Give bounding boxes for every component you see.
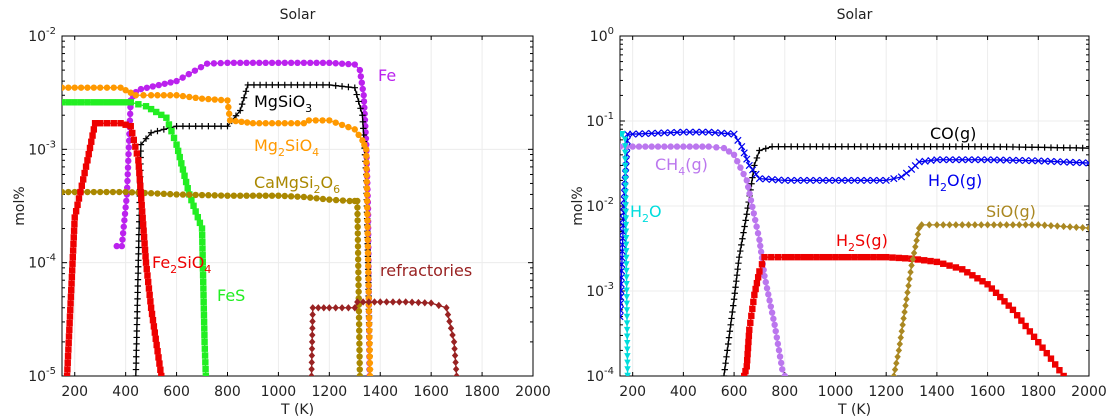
- x-tick-label: 1000: [818, 384, 854, 400]
- series-markers: [62, 99, 210, 376]
- x-tick-label: 1600: [970, 384, 1006, 400]
- x-tick-label: 400: [112, 384, 139, 400]
- axes-frame: [61, 35, 534, 377]
- y-tick-label: 10-2: [28, 26, 56, 45]
- chart-1: 200 400 600 800 1000 1200 1400 1600 1800 2000 10-5…: [12, 7, 551, 418]
- y-axis-label: mol%: [570, 186, 586, 225]
- x-tick-label: 200: [61, 384, 88, 400]
- series-markers: [62, 188, 364, 376]
- series-6: [890, 221, 1089, 376]
- y-tick-label: 10-3: [586, 281, 614, 300]
- y-tick-label: 10-2: [586, 196, 614, 215]
- series-4: [620, 130, 631, 376]
- chart-title: Solar: [280, 7, 316, 23]
- x-tick-label: 1600: [413, 384, 449, 400]
- series-line: [893, 224, 1089, 376]
- x-tick-label: 200: [619, 384, 646, 400]
- x-tick-label: 1200: [868, 384, 904, 400]
- series-label: FeS: [217, 286, 245, 305]
- series-line: [62, 191, 361, 376]
- series-1: [720, 143, 1089, 376]
- series-line: [62, 87, 371, 376]
- series-markers: [308, 298, 460, 376]
- x-tick-label: 1800: [464, 384, 500, 400]
- series-label: CO(g): [930, 124, 976, 143]
- series-5: [62, 188, 364, 376]
- series-label: Fe2SiO4: [152, 253, 211, 276]
- series-markers: [741, 253, 1067, 376]
- series-6: [63, 120, 165, 376]
- x-tick-label: 800: [214, 384, 241, 400]
- series-line: [310, 301, 458, 376]
- x-tick-label: 800: [771, 384, 798, 400]
- series-label: Mg2SiO4: [254, 136, 319, 159]
- x-tick-label: 600: [163, 384, 190, 400]
- chart-title: Solar: [837, 7, 873, 23]
- y-tick-label: 10-5: [28, 366, 56, 385]
- series-markers: [620, 130, 631, 376]
- series-label: H2S(g): [836, 231, 888, 254]
- series-markers: [890, 221, 1089, 376]
- series-markers: [62, 84, 374, 376]
- x-tick-label: 2000: [1071, 384, 1107, 400]
- x-tick-label: 1000: [261, 384, 297, 400]
- x-tick-label: 1200: [312, 384, 348, 400]
- series-markers: [720, 143, 1089, 376]
- x-tick-label: 2000: [515, 384, 551, 400]
- series-7: [308, 298, 460, 376]
- y-tick-label: 10-3: [28, 139, 56, 158]
- x-axis-label: T (K): [837, 402, 871, 418]
- series-4: [62, 99, 210, 376]
- x-tick-label: 1400: [362, 384, 398, 400]
- series-label: H2O: [630, 202, 662, 225]
- series-label: CH4(g): [655, 155, 708, 178]
- x-tick-label: 600: [721, 384, 748, 400]
- plot-area: [62, 59, 460, 376]
- y-axis-label: mol%: [12, 186, 28, 225]
- series-markers: [63, 120, 165, 376]
- ticks: [62, 35, 534, 377]
- plot-area: [620, 128, 1089, 376]
- series-label: H2O(g): [928, 171, 982, 194]
- chart-2: 200 400 600 800 1000 1200 1400 1600 1800 2000 10-4…: [570, 7, 1107, 418]
- series-label: SiO(g): [986, 202, 1036, 221]
- y-tick-label: 10-4: [28, 253, 56, 272]
- series-label: refractories: [380, 261, 472, 280]
- series-label: MgSiO3: [254, 92, 312, 115]
- y-tick-label: 10-1: [586, 111, 614, 130]
- x-tick-label: 400: [670, 384, 697, 400]
- y-tick-label: 10-4: [586, 366, 614, 385]
- series-5: [741, 253, 1067, 376]
- y-tick-label: 100: [590, 26, 614, 45]
- series-label: CaMgSi2O6: [254, 173, 340, 196]
- x-tick-label: 1400: [919, 384, 955, 400]
- series-label: Fe: [378, 66, 396, 85]
- x-tick-label: 1800: [1020, 384, 1056, 400]
- x-axis-label: T (K): [280, 402, 314, 418]
- series-3: [62, 84, 374, 376]
